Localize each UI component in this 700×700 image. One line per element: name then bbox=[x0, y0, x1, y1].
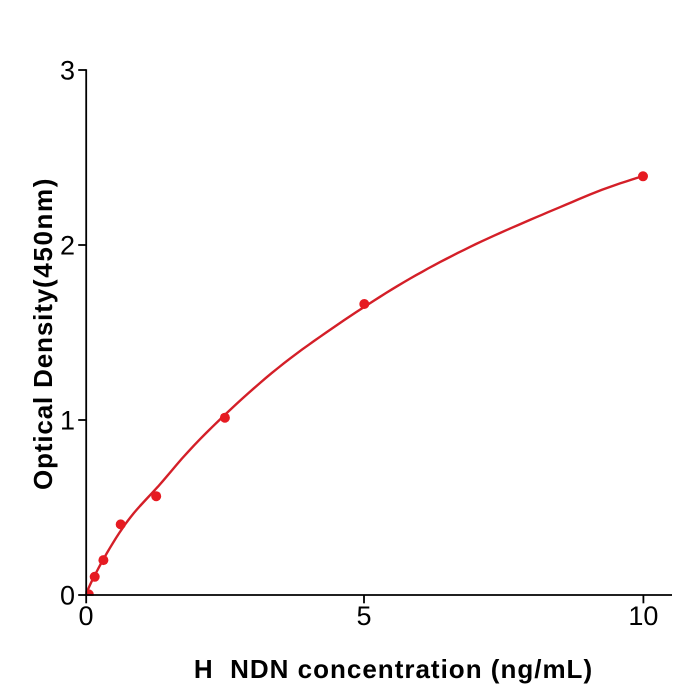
svg-text:2: 2 bbox=[60, 231, 75, 261]
svg-text:10: 10 bbox=[628, 601, 658, 631]
svg-text:1: 1 bbox=[60, 406, 75, 436]
svg-text:0: 0 bbox=[60, 581, 75, 611]
svg-text:H NDN concentration (ng/mL): H NDN concentration (ng/mL) bbox=[194, 654, 593, 684]
svg-text:5: 5 bbox=[356, 601, 371, 631]
svg-text:Optical Density(450nm): Optical Density(450nm) bbox=[28, 177, 58, 490]
svg-text:0: 0 bbox=[78, 601, 93, 631]
svg-text:3: 3 bbox=[60, 56, 75, 86]
